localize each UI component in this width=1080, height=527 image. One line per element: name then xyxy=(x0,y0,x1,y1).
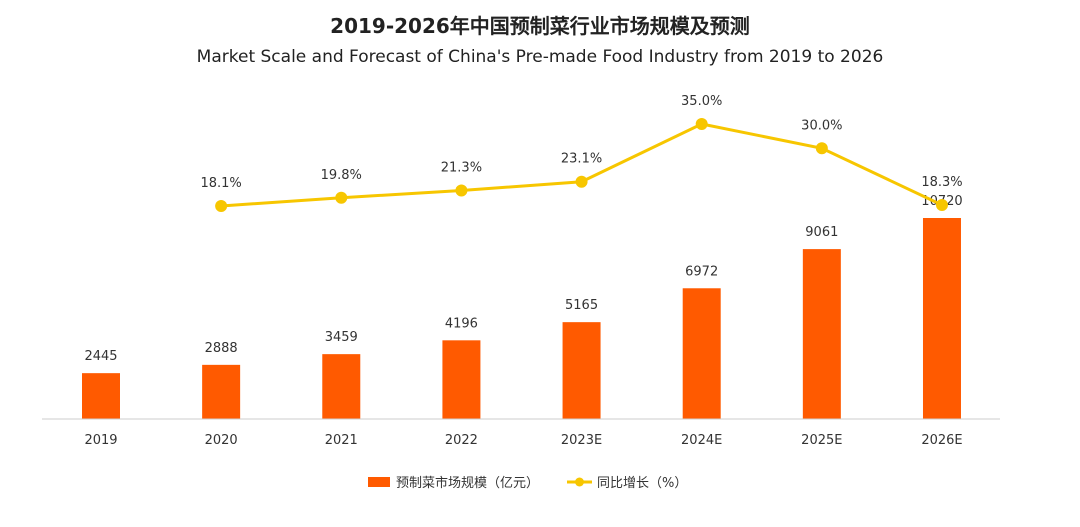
bar-2023E xyxy=(562,322,601,419)
bar-value-label: 3459 xyxy=(325,330,358,345)
bar-2020 xyxy=(202,364,241,419)
x-tick-label: 2023E xyxy=(561,433,602,448)
growth-point-2021 xyxy=(335,191,348,204)
growth-value-label: 18.3% xyxy=(921,175,962,190)
bar-2026E xyxy=(922,218,961,419)
bar-2021 xyxy=(322,354,361,419)
x-tick-label: 2025E xyxy=(801,433,842,448)
x-tick-label: 2022 xyxy=(445,433,478,448)
x-tick-label: 2020 xyxy=(205,433,238,448)
legend: 预制菜市场规模（亿元） 同比增长（%） xyxy=(368,475,687,491)
bar-value-label: 4196 xyxy=(445,316,478,331)
axis-layer: 2019 2020 2021 2022 2023E 2024E 2025E 2026E xyxy=(42,418,1000,448)
growth-value-label: 23.1% xyxy=(561,152,602,167)
growth-value-label: 19.8% xyxy=(321,168,362,183)
x-tick-label: 2019 xyxy=(84,433,117,448)
chart-title: 2019-2026年中国预制菜行业市场规模及预测 xyxy=(330,14,750,38)
legend-bar-swatch xyxy=(368,477,390,487)
legend-line-marker xyxy=(575,477,584,487)
legend-line-label: 同比增长（%） xyxy=(597,476,687,491)
bar-value-label: 6972 xyxy=(685,264,718,279)
bars-layer: 244528883459419651656972906110720 xyxy=(82,194,963,419)
x-tick-label: 2026E xyxy=(921,433,962,448)
bar-2022 xyxy=(442,340,481,419)
bar-value-label: 2888 xyxy=(205,341,238,356)
bar-value-label: 2445 xyxy=(84,349,117,364)
growth-value-label: 30.0% xyxy=(801,118,842,133)
bar-2025E xyxy=(802,249,841,419)
growth-value-label: 18.1% xyxy=(200,176,241,191)
line-layer: 18.1% 19.8% 21.3% 23.1% 35.0% 30.0% 18.3% xyxy=(200,94,963,212)
legend-bar-label: 预制菜市场规模（亿元） xyxy=(396,475,539,491)
x-tick-label: 2024E xyxy=(681,433,722,448)
growth-point-2024E xyxy=(695,118,708,130)
growth-point-2025E xyxy=(815,142,828,155)
chart-subtitle: Market Scale and Forecast of China's Pre… xyxy=(196,47,884,67)
growth-point-2022 xyxy=(455,184,468,197)
growth-value-label: 21.3% xyxy=(441,160,482,175)
x-tick-label: 2021 xyxy=(325,433,358,448)
bar-2024E xyxy=(682,288,721,419)
bar-value-label: 9061 xyxy=(805,225,838,240)
growth-value-label: 35.0% xyxy=(681,94,722,109)
growth-point-2020 xyxy=(215,200,228,212)
bar-2019 xyxy=(82,373,120,419)
growth-point-2026E xyxy=(935,199,948,212)
bar-value-label: 5165 xyxy=(565,298,598,313)
growth-point-2023E xyxy=(575,175,588,188)
